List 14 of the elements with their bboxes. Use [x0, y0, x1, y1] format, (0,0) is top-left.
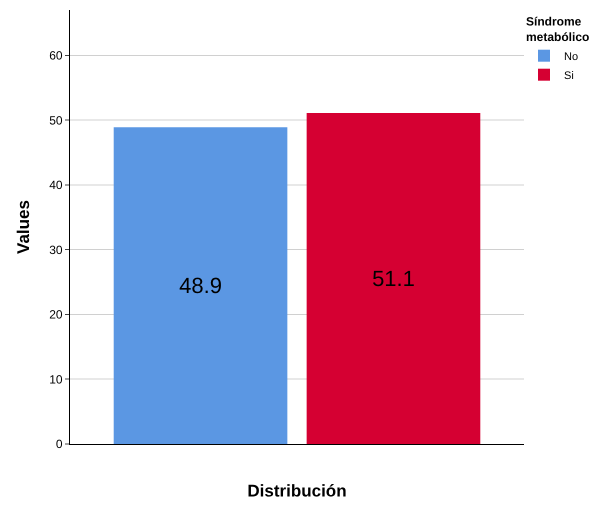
data-label: 51.1 — [372, 266, 415, 291]
data-label: 48.9 — [179, 273, 222, 298]
y-tick-label: 20 — [49, 308, 63, 322]
y-tick-label: 30 — [49, 242, 63, 257]
y-tick-label: 40 — [49, 178, 63, 192]
x-axis-title: Distribución — [247, 481, 347, 500]
legend-label: Si — [564, 70, 574, 82]
legend-label: No — [564, 50, 578, 63]
y-axis-title: Values — [14, 200, 33, 254]
y-tick-label: 10 — [49, 372, 63, 386]
y-tick-label: 0 — [56, 437, 63, 452]
legend-title: Síndrome metabólico — [526, 14, 590, 44]
y-tick-label: 60 — [49, 48, 63, 63]
y-tick-label: 50 — [49, 113, 63, 128]
